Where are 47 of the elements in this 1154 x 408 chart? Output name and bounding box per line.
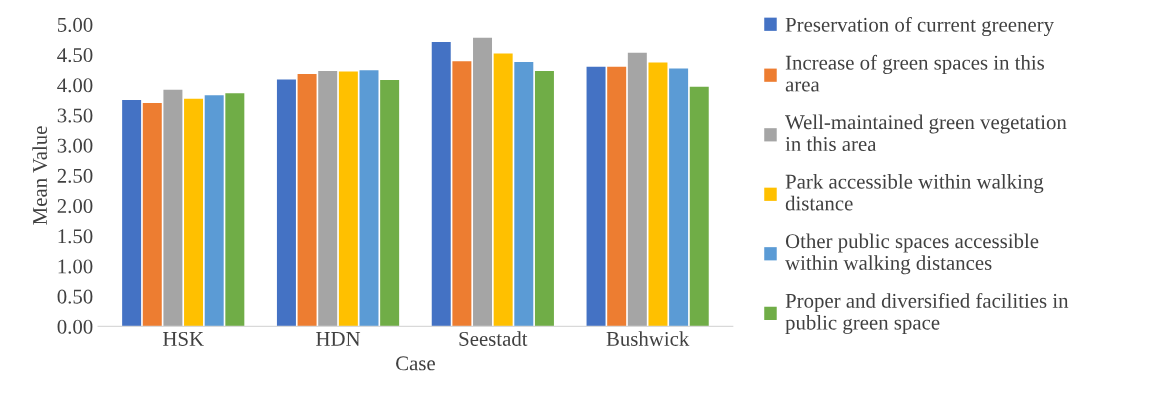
y-tick-label: 0.50 xyxy=(57,289,93,304)
bar xyxy=(534,70,554,327)
x-axis-title: Case xyxy=(396,356,435,371)
bar xyxy=(473,37,493,327)
bar xyxy=(689,86,709,327)
bar xyxy=(318,70,338,327)
bar xyxy=(359,70,379,327)
bar xyxy=(142,102,162,327)
bar xyxy=(225,93,245,327)
bar xyxy=(122,99,142,327)
y-tick-label: 0.00 xyxy=(57,319,93,334)
y-tick-label: 4.00 xyxy=(57,78,93,93)
x-tick-label: HDN xyxy=(316,332,361,346)
legend-label: Well-maintained green vegetation in this area xyxy=(785,114,1067,152)
y-tick-label: 2.50 xyxy=(57,168,93,183)
bar xyxy=(514,61,534,327)
bar xyxy=(431,41,451,327)
bar xyxy=(669,68,689,327)
bar xyxy=(338,71,358,327)
bar xyxy=(204,95,224,327)
bar xyxy=(648,62,668,327)
bar xyxy=(452,61,472,327)
legend-label: Preservation of current greenery xyxy=(785,16,1054,37)
y-tick-label: 3.50 xyxy=(57,108,93,123)
legend-label: Proper and diversified facilities in public green space xyxy=(785,293,1069,334)
y-tick-label: 2.00 xyxy=(57,199,93,214)
y-tick-label: 1.00 xyxy=(58,259,93,274)
x-tick-label: Bushwick xyxy=(606,331,690,346)
legend-label: Increase of green spaces in this area xyxy=(785,54,1045,92)
bar xyxy=(276,79,296,327)
y-tick-label: 3.00 xyxy=(57,138,93,153)
y-axis-title: Mean Value xyxy=(32,126,48,225)
bar xyxy=(163,89,183,327)
bar xyxy=(607,66,627,327)
x-tick-label: HSK xyxy=(162,331,204,346)
bar xyxy=(380,80,400,327)
bar xyxy=(586,66,606,327)
x-tick-label: Seestadt xyxy=(459,331,528,346)
bar xyxy=(184,98,204,327)
bar xyxy=(297,73,317,327)
y-tick-label: 1.50 xyxy=(58,229,93,244)
bar xyxy=(493,53,513,327)
y-tick-label: 5.00 xyxy=(57,17,93,32)
legend-label: Other public spaces accessible within walking distances xyxy=(785,233,1039,275)
legend-label: Park accessible within walking distance xyxy=(785,174,1044,211)
y-tick-label: 4.50 xyxy=(57,48,93,63)
bar xyxy=(627,52,647,327)
